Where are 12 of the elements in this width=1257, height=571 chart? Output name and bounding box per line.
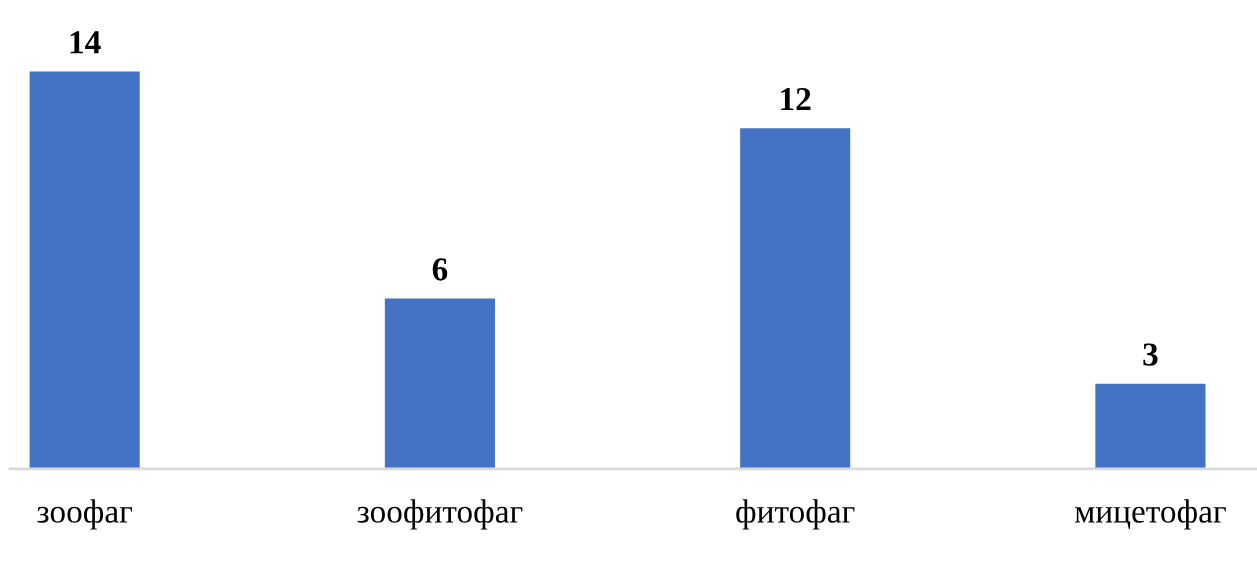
data-label: 3 [1143, 343, 1158, 366]
x-tick-label: мицетофаг [1074, 499, 1226, 530]
x-tick-label: зоофитофаг [357, 499, 523, 530]
data-label: 14 [70, 31, 101, 54]
bar [384, 298, 495, 469]
data-label: 12 [781, 87, 811, 111]
bar [1095, 383, 1206, 469]
bar [29, 71, 140, 469]
x-tick-label: фитофаг [736, 499, 855, 530]
bar [740, 128, 851, 469]
x-tick-label: зоофаг [37, 499, 132, 530]
data-label: 6 [432, 258, 448, 281]
